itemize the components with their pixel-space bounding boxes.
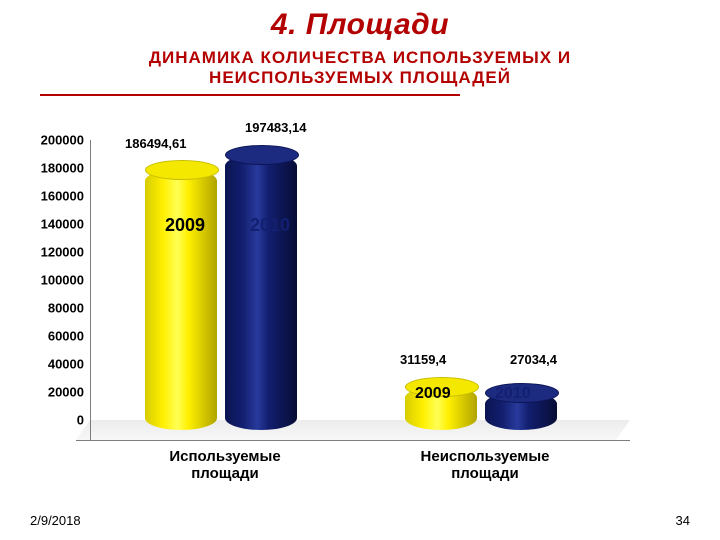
footer-page: 34 <box>676 513 690 528</box>
value-used-2009: 186494,61 <box>125 136 186 151</box>
ytick-9: 180000 <box>41 161 84 176</box>
value-unused-2010: 27034,4 <box>510 352 557 367</box>
ytick-8: 160000 <box>41 189 84 204</box>
ann-unused-2009: 2009 <box>415 385 451 403</box>
page-title: 4. Площади <box>0 8 720 42</box>
subtitle-line2: НЕИСПОЛЬЗУЕМЫХ ПЛОЩАДЕЙ <box>0 68 720 88</box>
x-axis <box>76 440 630 441</box>
value-unused-2009: 31159,4 <box>400 352 446 367</box>
y-axis <box>90 140 91 440</box>
subtitle-line1: ДИНАМИКА КОЛИЧЕСТВА ИСПОЛЬЗУЕМЫХ И <box>0 48 720 68</box>
chart: 0 20000 40000 60000 80000 100000 120000 … <box>90 130 650 470</box>
ytick-2: 40000 <box>48 357 84 372</box>
ytick-10: 200000 <box>41 133 84 148</box>
value-used-2010: 197483,14 <box>245 120 306 135</box>
ytick-3: 60000 <box>48 329 84 344</box>
ann-unused-2010: 2010 <box>495 385 531 403</box>
ytick-4: 80000 <box>48 301 84 316</box>
ytick-0: 0 <box>77 413 84 428</box>
xcat-unused: Неиспользуемые площади <box>390 448 580 482</box>
xcat-used: Используемые площади <box>135 448 315 482</box>
ytick-5: 100000 <box>41 273 84 288</box>
ytick-7: 140000 <box>41 217 84 232</box>
ann-used-2010: 2010 <box>250 215 290 236</box>
footer-date: 2/9/2018 <box>30 513 81 528</box>
divider <box>40 94 460 96</box>
ytick-1: 20000 <box>48 385 84 400</box>
ann-used-2009: 2009 <box>165 215 205 236</box>
ytick-6: 120000 <box>41 245 84 260</box>
